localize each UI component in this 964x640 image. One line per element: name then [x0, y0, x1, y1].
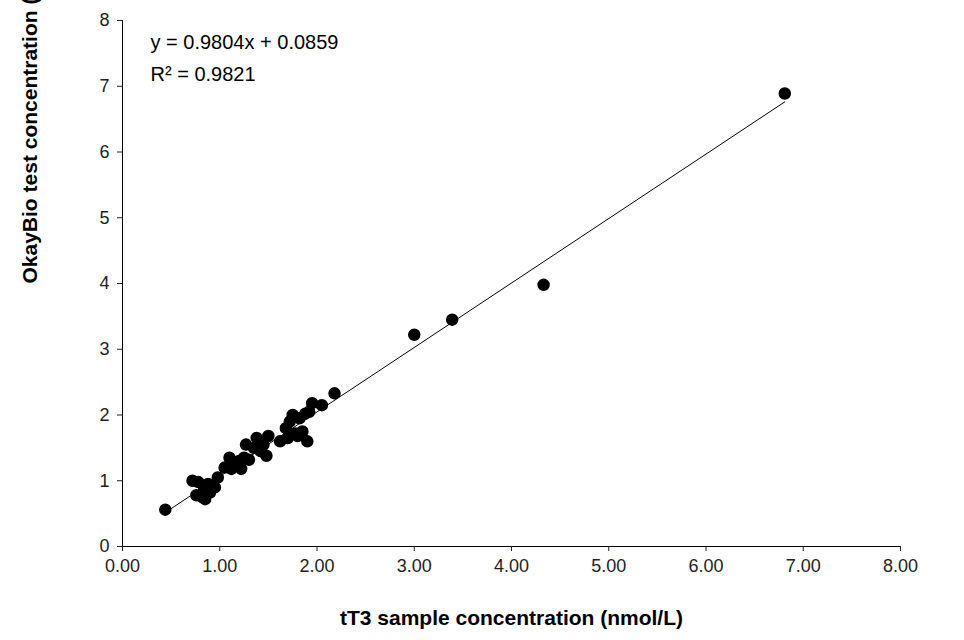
svg-text:6.00: 6.00 — [688, 556, 723, 576]
svg-text:y = 0.9804x + 0.0859: y = 0.9804x + 0.0859 — [151, 31, 339, 53]
svg-text:0.00: 0.00 — [105, 556, 140, 576]
svg-text:tT3 sample concentration (nmol: tT3 sample concentration (nmol/L) — [340, 606, 683, 629]
svg-text:7: 7 — [99, 76, 109, 96]
svg-text:1.00: 1.00 — [202, 556, 237, 576]
svg-text:4.00: 4.00 — [494, 556, 529, 576]
svg-text:8: 8 — [99, 10, 109, 30]
svg-text:OkayBio test concentration (nm: OkayBio test concentration (nmol/L) — [18, 0, 41, 284]
svg-text:2.00: 2.00 — [299, 556, 334, 576]
svg-text:4: 4 — [99, 273, 109, 293]
svg-text:5: 5 — [99, 208, 109, 228]
svg-text:5.00: 5.00 — [591, 556, 626, 576]
svg-text:1: 1 — [99, 471, 109, 491]
svg-text:0: 0 — [99, 536, 109, 556]
svg-text:3.00: 3.00 — [397, 556, 432, 576]
svg-text:3: 3 — [99, 339, 109, 359]
svg-text:2: 2 — [99, 405, 109, 425]
svg-text:R² = 0.9821: R² = 0.9821 — [151, 63, 256, 85]
svg-text:8.00: 8.00 — [883, 556, 918, 576]
svg-text:7.00: 7.00 — [786, 556, 821, 576]
svg-text:6: 6 — [99, 142, 109, 162]
